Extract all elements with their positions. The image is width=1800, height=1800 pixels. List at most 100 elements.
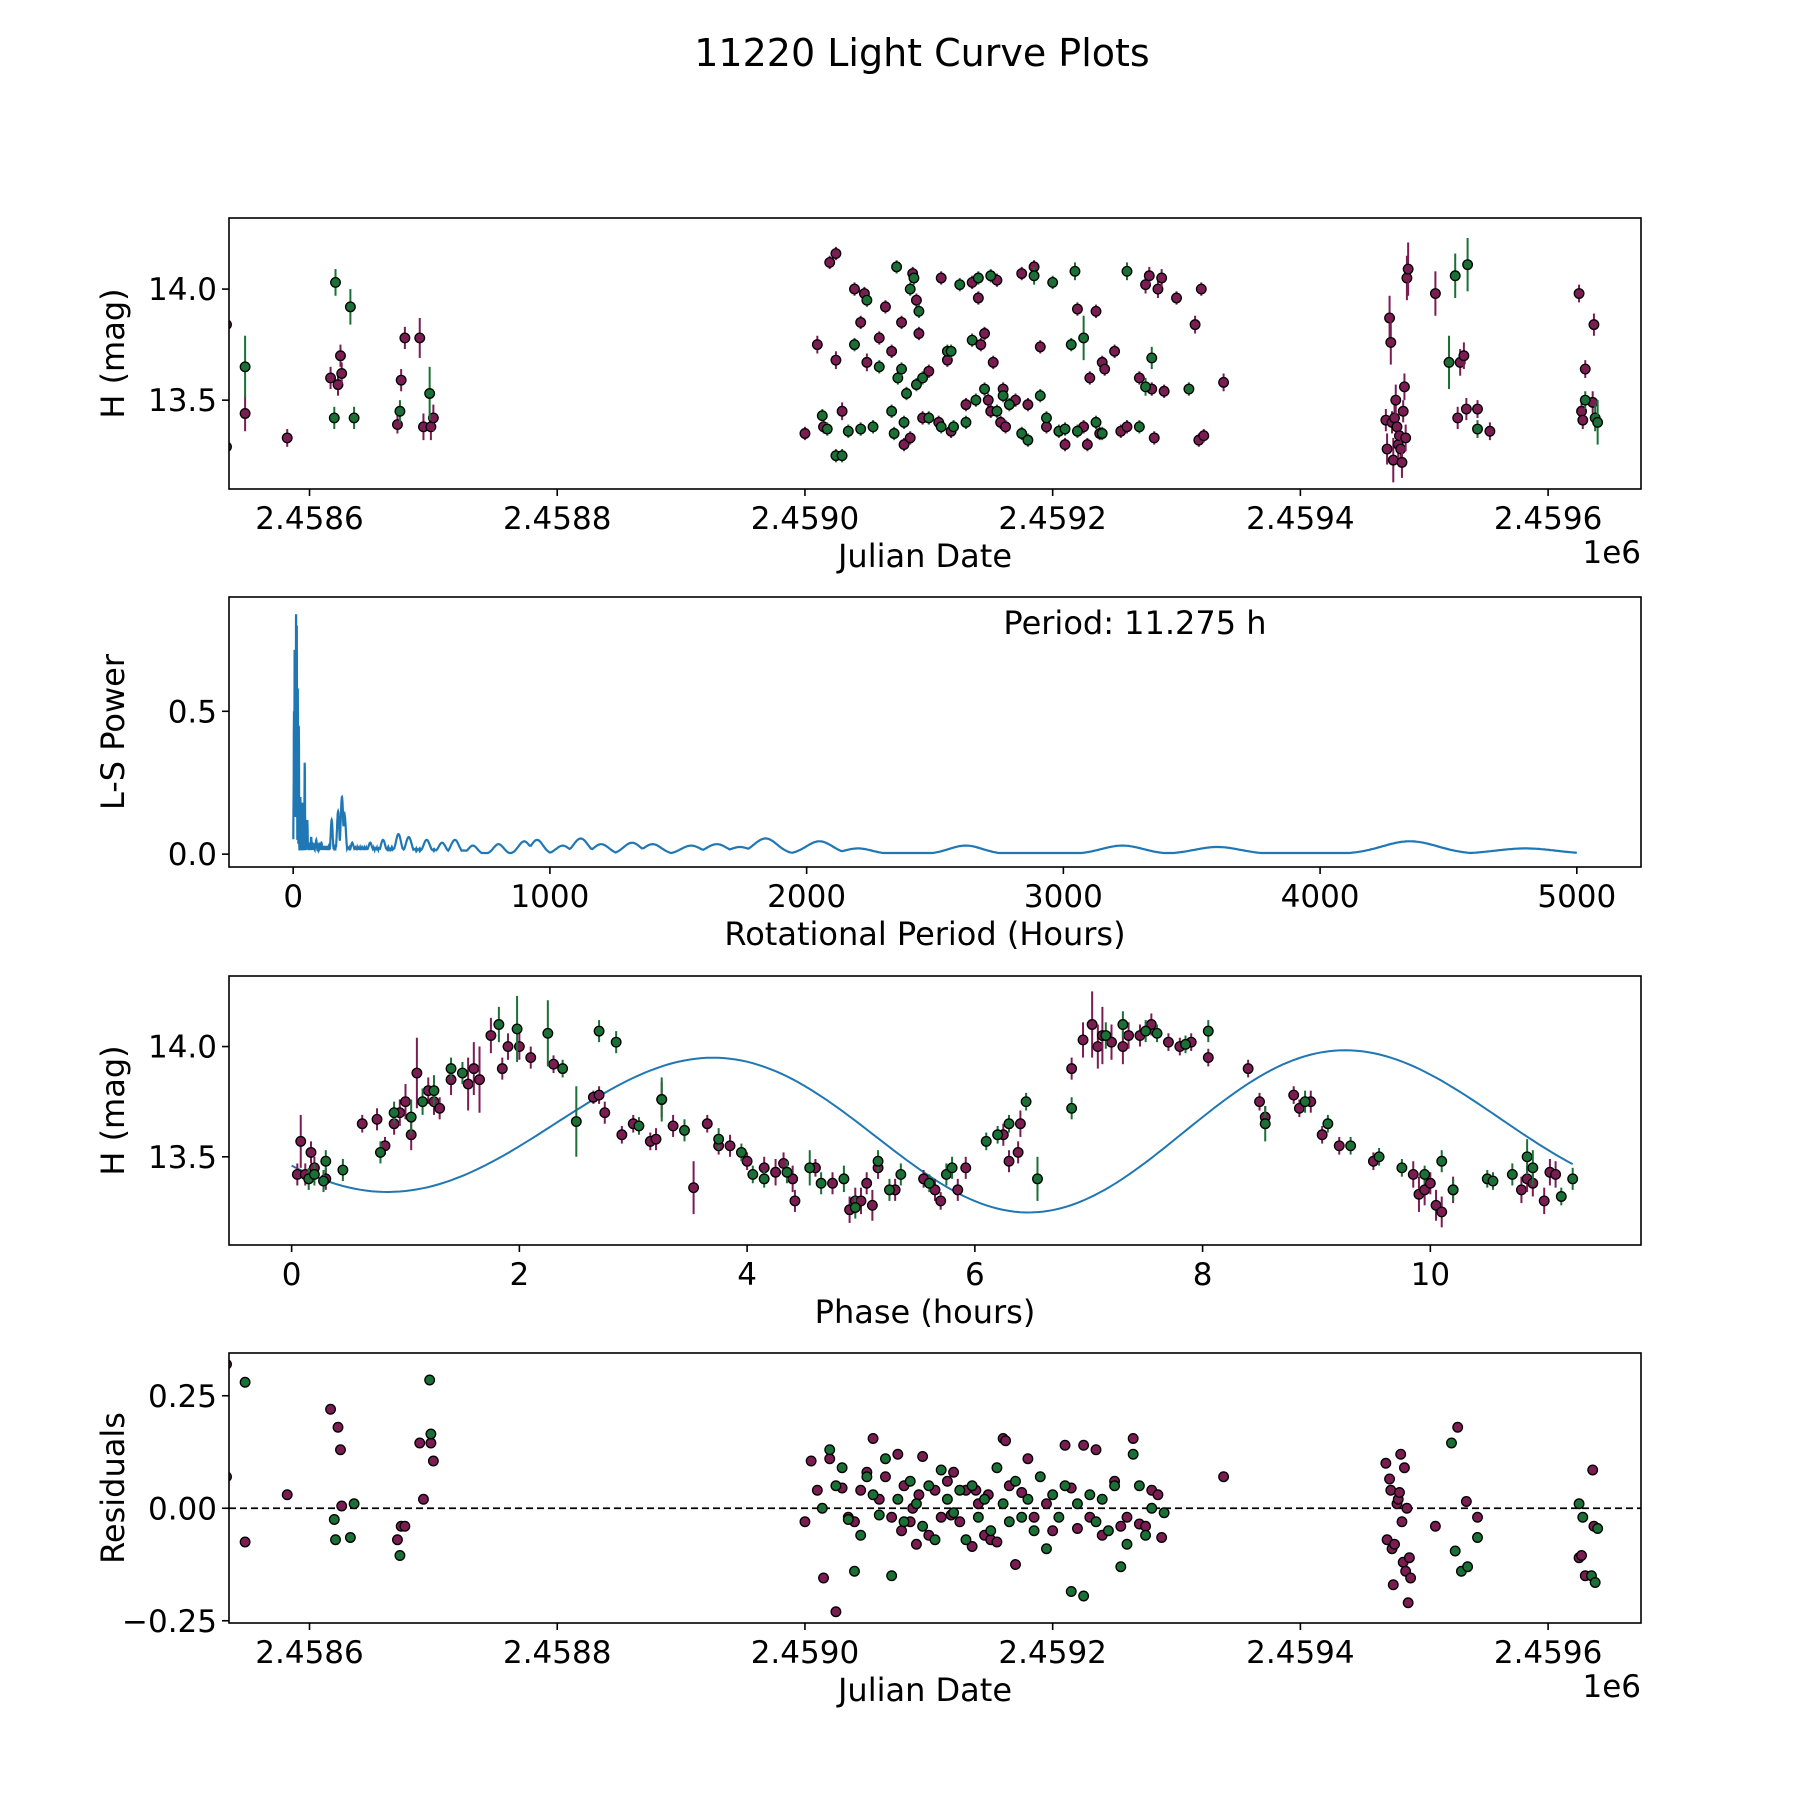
data-point [427, 412, 439, 424]
data-point [811, 1484, 823, 1496]
data-point [1587, 1464, 1599, 1476]
data-point [842, 1514, 854, 1525]
data-point [935, 1511, 947, 1523]
data-point [1429, 1520, 1441, 1532]
data-point [1472, 1532, 1483, 1543]
data-point [1090, 1444, 1102, 1456]
data-point [1022, 1493, 1034, 1505]
x-tick-label: 2.4594 [1246, 1635, 1354, 1671]
data-point [502, 1041, 514, 1053]
x-tick-label: 10 [1411, 1257, 1450, 1293]
data-point [1102, 1525, 1114, 1537]
data-point [1041, 1498, 1052, 1510]
data-point [1078, 332, 1090, 344]
data-point [1115, 1561, 1127, 1573]
data-point [855, 1529, 867, 1541]
data-point [701, 1118, 713, 1130]
data-point [1576, 1550, 1587, 1561]
data-point [1140, 1529, 1152, 1541]
data-point [811, 339, 823, 351]
data-point [1123, 1030, 1135, 1041]
data-point [424, 1374, 436, 1386]
x-axis-label: Rotational Period (Hours) [724, 915, 1125, 953]
data-point [1158, 1507, 1170, 1519]
data-point [1447, 1184, 1459, 1196]
y-tick-label: 13.5 [148, 383, 217, 419]
data-point [904, 283, 916, 295]
data-point [1396, 1516, 1408, 1528]
data-point [1022, 434, 1034, 446]
y-axis-label: H (mag) [94, 288, 132, 418]
data-point [1078, 1439, 1090, 1451]
data-point [1146, 1502, 1158, 1514]
x-axis-label: Julian Date [836, 1671, 1012, 1709]
data-point [1152, 1489, 1164, 1501]
data-point [456, 1067, 468, 1079]
data-point [1449, 270, 1461, 282]
data-point [1034, 390, 1046, 402]
x-offset-label: 1e6 [1582, 1669, 1641, 1705]
data-point [1053, 1511, 1065, 1523]
data-point [633, 1120, 645, 1132]
x-tick-label: 2.4592 [998, 1635, 1106, 1671]
data-point [281, 1489, 293, 1501]
x-tick-label: 5000 [1537, 879, 1616, 915]
data-point [1047, 1525, 1059, 1537]
data-point [979, 328, 990, 339]
data-point [1047, 1489, 1059, 1501]
data-point [330, 1534, 341, 1546]
data-point [1449, 1545, 1461, 1557]
data-point [417, 1096, 429, 1108]
data-point [836, 405, 848, 417]
data-point [1462, 1561, 1474, 1573]
data-point [1065, 1586, 1077, 1597]
data-point [895, 1168, 907, 1180]
data-point [830, 248, 842, 259]
data-point [910, 1498, 922, 1510]
data-point [954, 279, 966, 291]
data-point [1146, 352, 1158, 364]
data-point [898, 439, 910, 451]
data-point [866, 1199, 878, 1211]
data-point [1133, 372, 1145, 384]
data-point [1484, 425, 1496, 437]
data-point [1333, 1140, 1345, 1152]
data-point [1071, 1498, 1083, 1510]
y-axis-label: H (mag) [94, 1045, 132, 1175]
data-point [855, 423, 867, 435]
data-point [849, 339, 860, 351]
data-point [1183, 383, 1195, 395]
data-point [1014, 1118, 1026, 1130]
data-point [1022, 1453, 1034, 1465]
data-point [667, 1120, 679, 1132]
data-point [1254, 1096, 1265, 1108]
data-point [1121, 265, 1133, 277]
data-point [815, 1177, 827, 1189]
data-point [1452, 412, 1464, 424]
data-point [348, 412, 360, 424]
data-point [1140, 1025, 1152, 1037]
data-point [1443, 356, 1455, 368]
data-point [997, 1498, 1009, 1510]
data-point [1158, 385, 1170, 397]
data-point [966, 1480, 978, 1492]
data-point [770, 1166, 782, 1178]
data-point [945, 345, 957, 357]
data-point [1394, 1487, 1405, 1498]
x-tick-label: 1000 [510, 879, 589, 915]
data-point [804, 1162, 816, 1174]
data-point [493, 1019, 505, 1030]
data-point [960, 1162, 972, 1174]
data-point [985, 1525, 997, 1537]
data-point [462, 1078, 474, 1090]
data-point [330, 276, 341, 288]
data-point [1016, 428, 1028, 439]
data-point [849, 1565, 860, 1577]
data-point [325, 372, 337, 384]
data-point [913, 305, 925, 317]
data-point [1140, 1520, 1152, 1532]
x-tick-label: 2.4594 [1246, 501, 1354, 537]
data-point [1000, 1435, 1012, 1447]
data-point [880, 1471, 891, 1483]
data-point [1003, 1118, 1015, 1130]
